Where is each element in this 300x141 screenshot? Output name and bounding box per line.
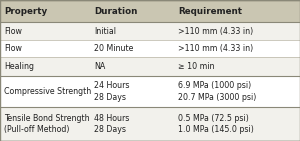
Bar: [174, 57, 300, 76]
Text: Requirement: Requirement: [178, 7, 242, 16]
Text: Compressive Strength: Compressive Strength: [4, 87, 92, 96]
Bar: [174, 0, 300, 22]
Bar: [90, 40, 174, 57]
Text: NA: NA: [94, 62, 106, 71]
Bar: [90, 22, 174, 40]
Bar: [0, 107, 90, 141]
Bar: [90, 76, 174, 107]
Bar: [0, 76, 90, 107]
Bar: [90, 107, 174, 141]
Bar: [90, 57, 174, 76]
Bar: [0, 0, 90, 22]
Text: 48 Hours
28 Days: 48 Hours 28 Days: [94, 114, 130, 134]
Text: 20 Minute: 20 Minute: [94, 44, 134, 53]
Text: Initial: Initial: [94, 27, 116, 36]
Text: Flow: Flow: [4, 27, 22, 36]
Text: Property: Property: [4, 7, 48, 16]
Text: 6.9 MPa (1000 psi)
20.7 MPa (3000 psi): 6.9 MPa (1000 psi) 20.7 MPa (3000 psi): [178, 81, 257, 102]
Bar: [174, 40, 300, 57]
Bar: [174, 107, 300, 141]
Bar: [90, 0, 174, 22]
Text: Duration: Duration: [94, 7, 138, 16]
Text: Tensile Bond Strength
(Pull-off Method): Tensile Bond Strength (Pull-off Method): [4, 114, 90, 134]
Text: Flow: Flow: [4, 44, 22, 53]
Bar: [174, 76, 300, 107]
Bar: [0, 57, 90, 76]
Text: >110 mm (4.33 in): >110 mm (4.33 in): [178, 44, 254, 53]
Bar: [0, 22, 90, 40]
Text: ≥ 10 min: ≥ 10 min: [178, 62, 215, 71]
Text: Healing: Healing: [4, 62, 34, 71]
Text: >110 mm (4.33 in): >110 mm (4.33 in): [178, 27, 254, 36]
Bar: [174, 22, 300, 40]
Bar: [0, 40, 90, 57]
Text: 0.5 MPa (72.5 psi)
1.0 MPa (145.0 psi): 0.5 MPa (72.5 psi) 1.0 MPa (145.0 psi): [178, 114, 254, 134]
Text: 24 Hours
28 Days: 24 Hours 28 Days: [94, 81, 130, 102]
